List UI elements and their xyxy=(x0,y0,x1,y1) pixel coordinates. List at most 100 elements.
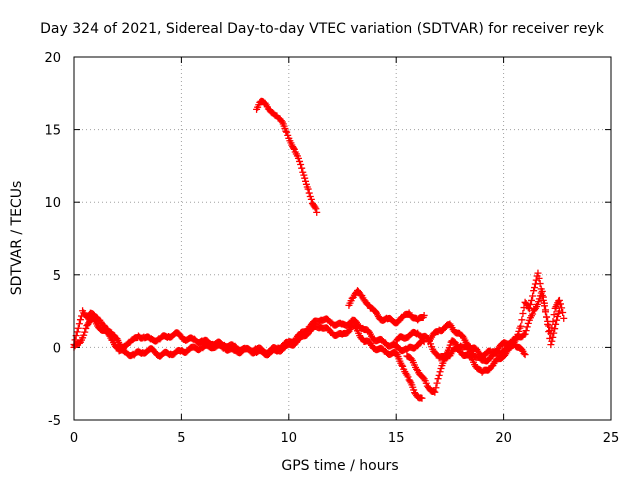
data-point xyxy=(554,312,562,320)
data-point xyxy=(435,371,443,379)
data-point xyxy=(300,171,308,179)
data-point xyxy=(557,300,565,308)
data-point xyxy=(521,330,529,338)
data-point xyxy=(517,322,525,330)
data-point xyxy=(430,387,438,395)
data-point xyxy=(392,349,400,357)
x-tick-label: 0 xyxy=(70,431,78,446)
data-point xyxy=(521,351,529,359)
data-point xyxy=(431,388,439,396)
data-point xyxy=(537,289,545,297)
y-tick-label: -5 xyxy=(48,414,61,429)
data-point xyxy=(297,161,305,169)
data-point xyxy=(531,284,539,292)
data-point xyxy=(301,174,309,182)
data-point xyxy=(312,205,320,213)
data-point xyxy=(313,208,321,216)
y-tick-label: 20 xyxy=(44,51,61,66)
data-point xyxy=(520,349,528,357)
data-point xyxy=(535,274,543,282)
data-point xyxy=(434,375,442,383)
data-point xyxy=(76,316,84,324)
data-point xyxy=(436,368,444,376)
data-point xyxy=(105,331,113,339)
data-point xyxy=(549,333,557,341)
data-point xyxy=(518,316,526,324)
y-tick-label: 5 xyxy=(53,269,61,284)
data-point xyxy=(433,379,441,387)
x-tick-label: 15 xyxy=(388,431,405,446)
data-point xyxy=(559,308,567,316)
series-d xyxy=(253,97,321,216)
x-axis-label: GPS time / hours xyxy=(281,458,398,474)
data-point xyxy=(541,306,549,314)
data-point xyxy=(555,307,563,315)
data-point xyxy=(89,314,97,322)
y-tick-label: 0 xyxy=(53,341,61,356)
x-tick-label: 20 xyxy=(495,431,512,446)
data-point xyxy=(547,341,555,349)
data-point xyxy=(302,177,310,185)
data-point xyxy=(551,325,559,333)
data-point xyxy=(296,157,304,165)
data-point xyxy=(404,373,412,381)
data-point xyxy=(530,287,538,295)
chart-title: Day 324 of 2021, Sidereal Day-to-day VTE… xyxy=(40,21,605,37)
data-point xyxy=(307,195,315,203)
data-point xyxy=(398,361,406,369)
data-point xyxy=(304,185,312,193)
data-point xyxy=(548,337,556,345)
data-point xyxy=(420,311,428,319)
y-tick-label: 10 xyxy=(44,196,61,211)
data-point xyxy=(540,299,548,307)
data-point xyxy=(529,310,537,318)
data-point xyxy=(525,305,533,313)
data-point xyxy=(261,99,269,107)
data-point xyxy=(526,301,534,309)
data-point xyxy=(75,320,83,328)
plot-frame xyxy=(73,56,612,421)
data-point xyxy=(80,331,88,339)
data-point xyxy=(298,164,306,172)
data-point xyxy=(543,313,551,321)
data-point xyxy=(407,355,415,363)
series-g xyxy=(392,328,529,365)
y-axis-label: SDTVAR / TECUs xyxy=(9,181,25,296)
x-tick-label: 25 xyxy=(603,431,620,446)
data-point xyxy=(522,327,530,335)
x-tick-label: 10 xyxy=(281,431,298,446)
data-point xyxy=(74,324,82,332)
data-point xyxy=(446,320,454,328)
data-point xyxy=(538,287,546,295)
data-point xyxy=(81,328,89,336)
data-point xyxy=(432,384,440,392)
data-point xyxy=(528,296,536,304)
data-point xyxy=(406,377,414,385)
data-point xyxy=(282,127,290,135)
data-point xyxy=(294,154,302,162)
data-point xyxy=(534,269,542,277)
data-point xyxy=(550,329,558,337)
series-c xyxy=(345,287,428,327)
data-point xyxy=(290,144,298,152)
series-b xyxy=(70,314,426,402)
data-point xyxy=(551,304,559,312)
grid xyxy=(74,57,611,420)
data-point xyxy=(418,394,426,402)
series-f xyxy=(424,287,563,360)
x-tick-label: 5 xyxy=(177,431,185,446)
data-points xyxy=(70,97,568,402)
data-point xyxy=(539,293,547,301)
data-point xyxy=(560,314,568,322)
data-point xyxy=(552,320,560,328)
data-point xyxy=(545,328,553,336)
data-point xyxy=(523,323,531,331)
data-point xyxy=(283,128,291,136)
data-point xyxy=(529,292,537,300)
data-point xyxy=(535,295,543,303)
data-point xyxy=(553,316,561,324)
data-point xyxy=(524,319,532,327)
data-point xyxy=(555,296,563,304)
axis-ticks: 0 5 10 15 20 25 -5 0 5 10 15 20 xyxy=(44,51,619,446)
data-point xyxy=(305,189,313,197)
